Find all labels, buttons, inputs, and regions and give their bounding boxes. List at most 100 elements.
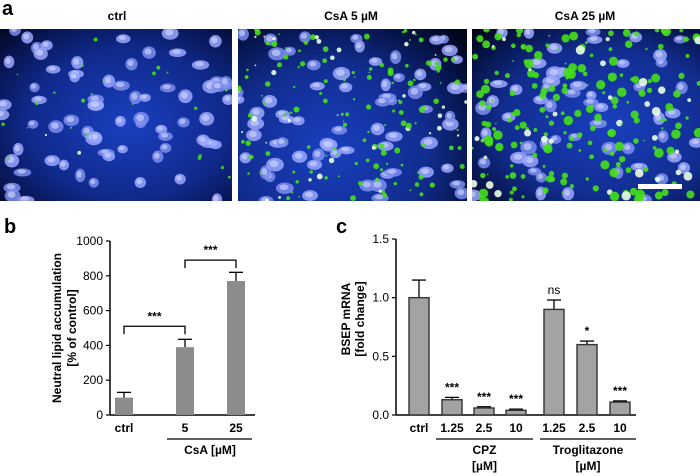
- nucleus-highlight: [472, 191, 476, 198]
- nucleus-highlight: [543, 84, 550, 89]
- nucleus-highlight: [131, 93, 138, 100]
- nucleus-highlight: [269, 160, 279, 168]
- nucleus-highlight: [382, 80, 388, 88]
- nucleus-highlight: [0, 110, 5, 117]
- nucleus-highlight: [90, 95, 99, 101]
- lipid-droplet: [81, 98, 86, 103]
- nucleus-highlight: [655, 114, 662, 121]
- significance-label: ***: [613, 384, 627, 398]
- lipid-droplet: [365, 104, 372, 110]
- nucleus-highlight: [356, 42, 362, 49]
- lipid-droplet: [271, 41, 278, 48]
- lipid-droplet: [425, 60, 432, 66]
- lipid-droplet: [358, 180, 363, 186]
- lipid-droplet: [456, 134, 460, 137]
- nucleus-highlight: [252, 108, 260, 116]
- lipid-droplet: [520, 174, 526, 179]
- lipid-droplet: [354, 161, 358, 166]
- nucleus-highlight: [446, 112, 452, 119]
- chart-b: 0 200 400 600 800 1000 Neutral lipid accumulat…: [50, 234, 255, 457]
- nucleus-highlight: [443, 164, 450, 170]
- lipid-droplet: [398, 110, 404, 115]
- lipid-droplet: [322, 58, 328, 64]
- nucleus-highlight: [431, 36, 440, 42]
- lipid-droplet: [644, 101, 651, 107]
- lipid-droplet: [491, 45, 495, 48]
- lipid-droplet: [617, 87, 627, 98]
- lipid-droplet: [654, 176, 661, 183]
- lipid-droplet: [245, 140, 251, 146]
- lipid-droplet: [626, 100, 630, 104]
- nucleus-highlight: [34, 96, 42, 102]
- lipid-droplet: [77, 150, 82, 155]
- lipid-droplet: [541, 135, 548, 143]
- y-axis-label: Neutral lipid accumulation: [50, 253, 64, 403]
- lipid-droplet: [482, 197, 490, 201]
- lipid-droplet: [6, 157, 11, 161]
- lipid-droplet: [156, 65, 161, 70]
- lipid-droplet: [405, 122, 412, 129]
- nucleus-highlight: [60, 161, 66, 167]
- group-label: CsA [µM]: [184, 443, 236, 457]
- nucleus-highlight: [221, 78, 229, 85]
- lipid-droplet: [265, 141, 268, 144]
- group-unit-label: [µM]: [576, 459, 601, 473]
- lipid-droplet: [683, 36, 689, 42]
- lipid-droplet: [479, 100, 486, 107]
- lipid-droplet: [548, 120, 555, 126]
- nucleus-highlight: [36, 49, 44, 56]
- lipid-droplet: [612, 104, 618, 109]
- lipid-droplet: [504, 73, 510, 79]
- y-tick-label: 1.0: [372, 291, 389, 305]
- nucleus-highlight: [42, 41, 49, 47]
- lipid-droplet: [545, 175, 553, 183]
- lipid-droplet: [663, 118, 667, 122]
- lipid-droplet: [658, 43, 664, 50]
- y-tick-label: 800: [83, 269, 103, 283]
- lipid-droplet: [299, 61, 306, 67]
- lipid-droplet: [480, 84, 491, 94]
- lipid-droplet: [485, 138, 494, 147]
- lipid-droplet: [371, 145, 376, 150]
- lipid-droplet: [654, 148, 664, 158]
- lipid-droplet: [336, 47, 342, 53]
- x-tick-label: 5: [182, 421, 189, 435]
- lipid-droplet: [292, 170, 296, 174]
- lipid-droplet: [306, 145, 311, 149]
- lipid-droplet: [486, 104, 492, 110]
- nucleus-highlight: [248, 131, 257, 138]
- lipid-droplet: [265, 198, 270, 201]
- lipid-droplet: [561, 172, 568, 179]
- nucleus-highlight: [90, 101, 100, 108]
- lipid-droplet: [244, 75, 249, 79]
- lipid-droplet: [251, 115, 258, 122]
- lipid-droplet: [393, 181, 398, 186]
- lipid-droplet: [505, 175, 510, 179]
- lipid-droplet: [254, 35, 257, 39]
- lipid-droplet: [93, 37, 98, 42]
- y-tick-label: 1.5: [372, 232, 389, 246]
- lipid-droplet: [533, 127, 538, 132]
- bar: [227, 281, 245, 415]
- lipid-droplet: [293, 106, 300, 113]
- lipid-droplet: [616, 119, 623, 127]
- lipid-droplet: [387, 70, 394, 77]
- nucleus-highlight: [0, 100, 7, 107]
- nucleus-highlight: [352, 35, 359, 40]
- lipid-droplet: [515, 29, 524, 34]
- lipid-droplet: [368, 71, 371, 74]
- nucleus-highlight: [314, 150, 321, 158]
- lipid-droplet: [263, 35, 266, 38]
- lipid-droplet: [366, 74, 372, 80]
- lipid-droplet: [620, 123, 623, 126]
- bar: [115, 397, 133, 415]
- lipid-droplet: [508, 197, 513, 201]
- nucleus-highlight: [201, 114, 210, 122]
- lipid-droplet: [398, 100, 403, 105]
- y-axis-label-line2: [% of control]: [65, 289, 79, 366]
- lipid-droplet: [519, 121, 527, 129]
- lipid-droplet: [602, 91, 606, 95]
- nucleus-highlight: [279, 184, 289, 191]
- lipid-droplet: [494, 70, 499, 76]
- nucleus-highlight: [20, 196, 29, 201]
